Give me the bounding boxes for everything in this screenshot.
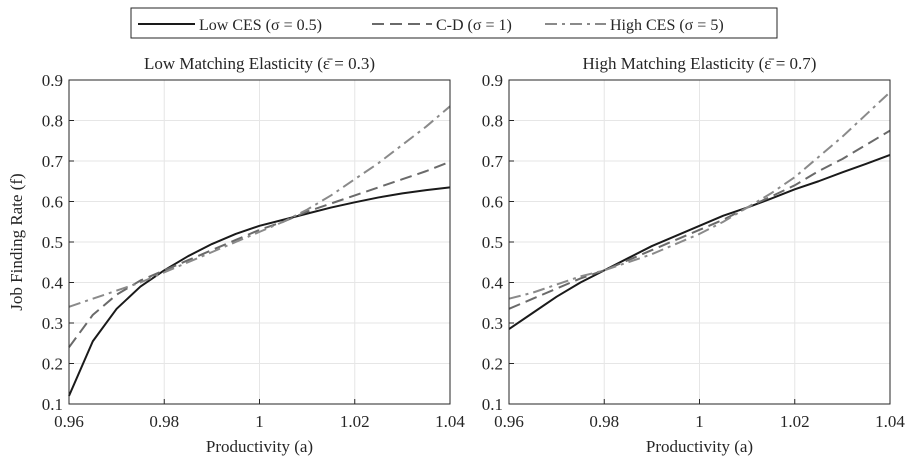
y-tick-label: 0.6 (42, 193, 63, 212)
series-line-cd (508, 129, 891, 310)
y-tick-label: 0.8 (482, 112, 503, 131)
chart-panel-0: 0.96 0.98 1 1.02 1.04 0.1 0.2 0.3 0.4 0.5 0.6 0.7 0.… (7, 54, 465, 456)
y-tick-label: 0.1 (42, 395, 63, 414)
x-tick-label: 1.04 (875, 412, 905, 431)
series-line-high-ces (508, 91, 891, 300)
legend: Low CES (σ = 0.5) C-D (σ = 1) High CES (σ … (130, 7, 778, 39)
y-tick-label: 0.2 (482, 355, 503, 374)
y-tick-label: 0.4 (42, 274, 64, 293)
legend-box (130, 7, 778, 39)
y-tick-label: 0.1 (482, 395, 503, 414)
legend-label-0: Low CES (σ = 0.5) (199, 17, 322, 34)
series-line-low-ces (508, 153, 891, 330)
x-tick-label: 0.96 (54, 412, 84, 431)
y-tick-label: 0.2 (42, 355, 63, 374)
x-tick-label: 0.98 (589, 412, 619, 431)
legend-label-1: C-D (σ = 1) (436, 17, 512, 34)
x-tick-label: 1.04 (435, 412, 465, 431)
y-tick-label: 0.9 (482, 71, 503, 90)
series-line-cd (68, 160, 451, 348)
y-tick-label: 0.3 (482, 314, 503, 333)
x-tick-label: 1.02 (780, 412, 810, 431)
chart-panel-1: 0.96 0.98 1 1.02 1.04 0.1 0.2 0.3 0.4 0.5 0.6 0.7 0.… (482, 54, 906, 456)
x-tick-label: 1 (255, 412, 264, 431)
series-line-high-ces (68, 105, 451, 308)
y-tick-label: 0.3 (42, 314, 63, 333)
y-tick-label: 0.5 (42, 233, 63, 252)
series-line-low-ces (68, 186, 451, 397)
y-tick-label: 0.8 (42, 112, 63, 131)
y-tick-label: 0.6 (482, 193, 503, 212)
y-tick-label: 0.7 (482, 152, 504, 171)
panel-title: High Matching Elasticity (ε̄ = 0.7) (583, 54, 817, 73)
y-tick-label: 0.4 (482, 274, 504, 293)
y-tick-label: 0.9 (42, 71, 63, 90)
x-axis-label: Productivity (a) (646, 437, 753, 456)
x-tick-label: 1.02 (340, 412, 370, 431)
x-axis-label: Productivity (a) (206, 437, 313, 456)
y-tick-label: 0.7 (42, 152, 64, 171)
y-tick-label: 0.5 (482, 233, 503, 252)
x-tick-label: 1 (695, 412, 704, 431)
panel-title: Low Matching Elasticity (ε̄ = 0.3) (144, 54, 375, 73)
x-tick-label: 0.96 (494, 412, 524, 431)
legend-label-2: High CES (σ = 5) (610, 17, 724, 34)
x-tick-label: 0.98 (149, 412, 179, 431)
y-axis-label: Job Finding Rate (f) (7, 173, 26, 310)
